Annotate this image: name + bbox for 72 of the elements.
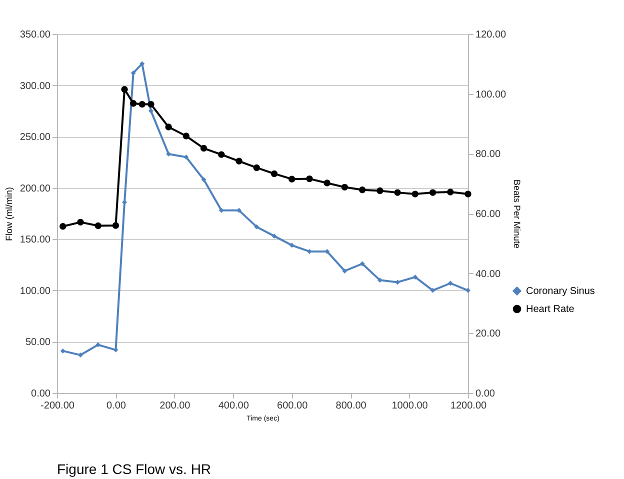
y-tick-label: 0.00 [31, 388, 51, 400]
point [236, 158, 242, 164]
y2-axis-title: Beats Per Minute [512, 179, 522, 249]
point [182, 132, 190, 140]
point [253, 164, 260, 172]
point [466, 288, 470, 293]
x-tick-label: 1200.00 [450, 400, 488, 412]
point [272, 234, 277, 239]
point [360, 261, 365, 266]
point [218, 208, 224, 213]
point [324, 180, 330, 186]
point [148, 100, 154, 108]
y-axis-title: Flow (ml/min) [4, 187, 14, 241]
point [342, 268, 348, 274]
legend-label: Heart Rate [526, 304, 575, 315]
y2-tick-label: 80.00 [476, 149, 501, 160]
x-tick-label: -200.00 [40, 400, 75, 412]
point [130, 70, 136, 76]
point [138, 100, 146, 108]
point [236, 208, 242, 213]
point [200, 144, 208, 152]
y-tick-label: 350.00 [20, 30, 51, 40]
point [77, 218, 84, 226]
point [341, 184, 348, 191]
point [395, 280, 400, 285]
point [201, 177, 206, 182]
point [165, 124, 172, 130]
y2-tick-label: 120.00 [476, 30, 507, 40]
point [96, 342, 101, 348]
y2-tick-label: 40.00 [476, 268, 501, 280]
point [447, 188, 454, 196]
y2-tick-label: 60.00 [476, 209, 501, 220]
point [358, 186, 366, 194]
y2-tick-label: 100.00 [476, 89, 507, 100]
point [464, 190, 472, 198]
y-tick-label: 250.00 [20, 132, 51, 144]
point [130, 100, 137, 107]
point [377, 278, 382, 283]
x-tick-label: 800.00 [336, 400, 367, 412]
point [218, 151, 225, 158]
x-tick-label: 400.00 [218, 400, 250, 412]
point [306, 175, 313, 182]
y2-tick-label: 0.00 [476, 388, 496, 400]
y-tick-label: 200.00 [20, 183, 51, 194]
point [94, 222, 102, 230]
point [254, 224, 260, 230]
point [270, 170, 278, 178]
point [448, 280, 453, 286]
x-tick-label: 600.00 [277, 400, 308, 412]
x-tick-label: 0.00 [106, 400, 126, 412]
point [412, 274, 418, 280]
point [394, 189, 401, 196]
x-tick-label: 1000.00 [392, 400, 428, 412]
x-tick-label: 200.00 [160, 400, 191, 412]
point [60, 223, 66, 230]
text: Figure 1 CS Flow vs. HR [57, 461, 212, 477]
y-tick-label: 300.00 [20, 80, 51, 92]
point [112, 222, 120, 229]
y2-tick-label: 20.00 [476, 328, 501, 340]
y-tick-label: 100.00 [20, 286, 51, 297]
point [376, 187, 384, 194]
y-tick-label: 150.00 [20, 234, 51, 246]
point [429, 189, 436, 196]
legend-label: Coronary Sinus [526, 286, 595, 297]
point [121, 86, 128, 93]
point [60, 348, 66, 354]
point [412, 190, 419, 198]
point [288, 176, 296, 182]
point [289, 242, 294, 248]
y-tick-label: 50.00 [25, 337, 51, 348]
point [430, 288, 436, 293]
point [184, 154, 189, 160]
